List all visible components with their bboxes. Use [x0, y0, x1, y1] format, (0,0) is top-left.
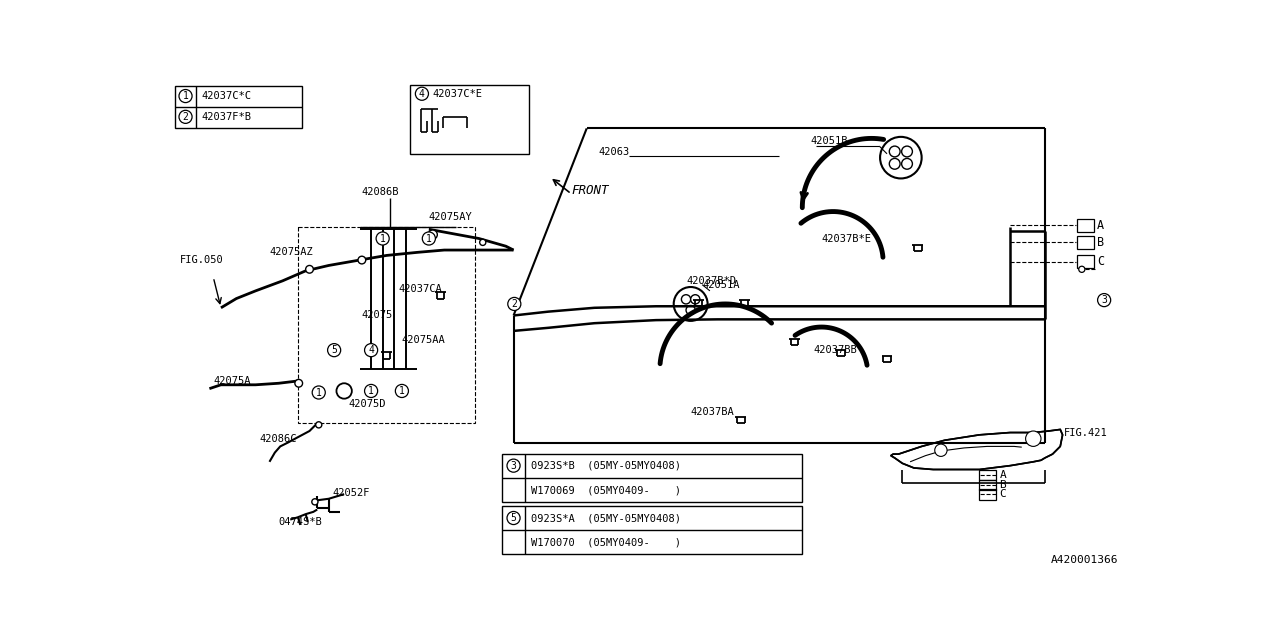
- Text: A420001366: A420001366: [1051, 556, 1117, 565]
- Circle shape: [422, 232, 435, 245]
- Text: 1: 1: [316, 387, 321, 397]
- Bar: [979, 470, 996, 480]
- Text: 1: 1: [399, 386, 404, 396]
- Text: 2: 2: [183, 112, 188, 122]
- Circle shape: [480, 239, 486, 245]
- Text: 42037C*E: 42037C*E: [433, 89, 483, 99]
- Text: B: B: [1097, 236, 1105, 249]
- Circle shape: [376, 232, 389, 245]
- Text: 0923S*B  (05MY-05MY0408): 0923S*B (05MY-05MY0408): [531, 461, 681, 470]
- Circle shape: [358, 256, 366, 264]
- Text: 42075AA: 42075AA: [402, 335, 445, 345]
- Text: 42075: 42075: [362, 310, 393, 321]
- Text: 42052F: 42052F: [333, 488, 370, 498]
- Text: 2: 2: [512, 299, 517, 309]
- Text: 42037B*E: 42037B*E: [822, 234, 872, 243]
- Text: A: A: [1097, 219, 1105, 232]
- Circle shape: [1097, 294, 1111, 307]
- Text: 0474S*B: 0474S*B: [279, 517, 323, 527]
- Text: W170070  (05MY0409-    ): W170070 (05MY0409- ): [531, 538, 681, 548]
- Circle shape: [934, 444, 947, 456]
- Circle shape: [328, 344, 340, 356]
- Text: FIG.421: FIG.421: [1064, 428, 1108, 438]
- Bar: [175, 86, 302, 129]
- Text: C: C: [1000, 489, 1006, 499]
- Text: 4: 4: [419, 89, 425, 99]
- Circle shape: [901, 146, 913, 157]
- Bar: [298, 227, 475, 423]
- Circle shape: [673, 287, 708, 321]
- Circle shape: [306, 266, 314, 273]
- Text: FRONT: FRONT: [571, 184, 609, 197]
- Circle shape: [890, 159, 900, 169]
- Polygon shape: [891, 429, 1062, 470]
- Text: 5: 5: [332, 345, 337, 355]
- Bar: [1078, 220, 1094, 232]
- Circle shape: [507, 459, 520, 472]
- Text: 42051B: 42051B: [810, 136, 847, 146]
- Circle shape: [365, 344, 378, 356]
- Text: 1: 1: [426, 234, 431, 243]
- Text: 42086C: 42086C: [260, 434, 297, 444]
- Text: FIG.050: FIG.050: [180, 255, 224, 265]
- Circle shape: [396, 385, 408, 397]
- Circle shape: [316, 422, 321, 428]
- Text: 42037BB: 42037BB: [814, 345, 858, 355]
- Circle shape: [1025, 431, 1041, 447]
- Text: 0923S*A  (05MY-05MY0408): 0923S*A (05MY-05MY0408): [531, 513, 681, 523]
- Circle shape: [691, 294, 700, 304]
- Circle shape: [881, 137, 922, 179]
- Text: 4: 4: [369, 345, 374, 355]
- Bar: [502, 454, 803, 502]
- Circle shape: [179, 110, 192, 124]
- Text: 3: 3: [511, 461, 517, 470]
- Text: 42037C*C: 42037C*C: [202, 91, 252, 101]
- Text: 42051A: 42051A: [703, 280, 740, 290]
- Circle shape: [428, 230, 438, 239]
- Text: 42037F*B: 42037F*B: [202, 112, 252, 122]
- Text: W170069  (05MY0409-    ): W170069 (05MY0409- ): [531, 485, 681, 495]
- Circle shape: [179, 90, 192, 102]
- Circle shape: [681, 294, 691, 304]
- Circle shape: [337, 383, 352, 399]
- Text: 42086B: 42086B: [362, 188, 399, 197]
- Bar: [502, 506, 803, 554]
- Circle shape: [312, 386, 325, 399]
- Bar: [1078, 236, 1094, 248]
- Text: A: A: [1000, 470, 1006, 480]
- Text: C: C: [1097, 255, 1105, 268]
- Text: 1: 1: [183, 91, 188, 101]
- Circle shape: [507, 511, 520, 525]
- Text: 42037CA: 42037CA: [398, 284, 442, 294]
- Text: 3: 3: [1101, 295, 1107, 305]
- Text: 5: 5: [511, 513, 517, 523]
- Circle shape: [294, 380, 302, 387]
- Circle shape: [1079, 266, 1085, 273]
- Circle shape: [901, 159, 913, 169]
- Text: 1: 1: [380, 234, 385, 243]
- Circle shape: [890, 146, 900, 157]
- Text: 42075AY: 42075AY: [429, 212, 472, 222]
- Text: 1: 1: [369, 386, 374, 396]
- Bar: [1078, 255, 1094, 268]
- Circle shape: [365, 385, 378, 397]
- Text: 42075A: 42075A: [214, 376, 251, 386]
- Bar: [410, 84, 529, 154]
- Circle shape: [312, 499, 317, 505]
- Bar: [979, 489, 996, 500]
- Circle shape: [416, 87, 429, 100]
- Text: 42075D: 42075D: [348, 399, 385, 409]
- Text: 42037B*D: 42037B*D: [687, 276, 737, 286]
- Text: 42037BA: 42037BA: [691, 407, 735, 417]
- Text: 42063: 42063: [598, 147, 630, 157]
- Bar: [979, 479, 996, 490]
- Text: B: B: [1000, 480, 1006, 490]
- Circle shape: [686, 305, 695, 315]
- Circle shape: [508, 298, 521, 310]
- Text: 42075AZ: 42075AZ: [270, 247, 314, 257]
